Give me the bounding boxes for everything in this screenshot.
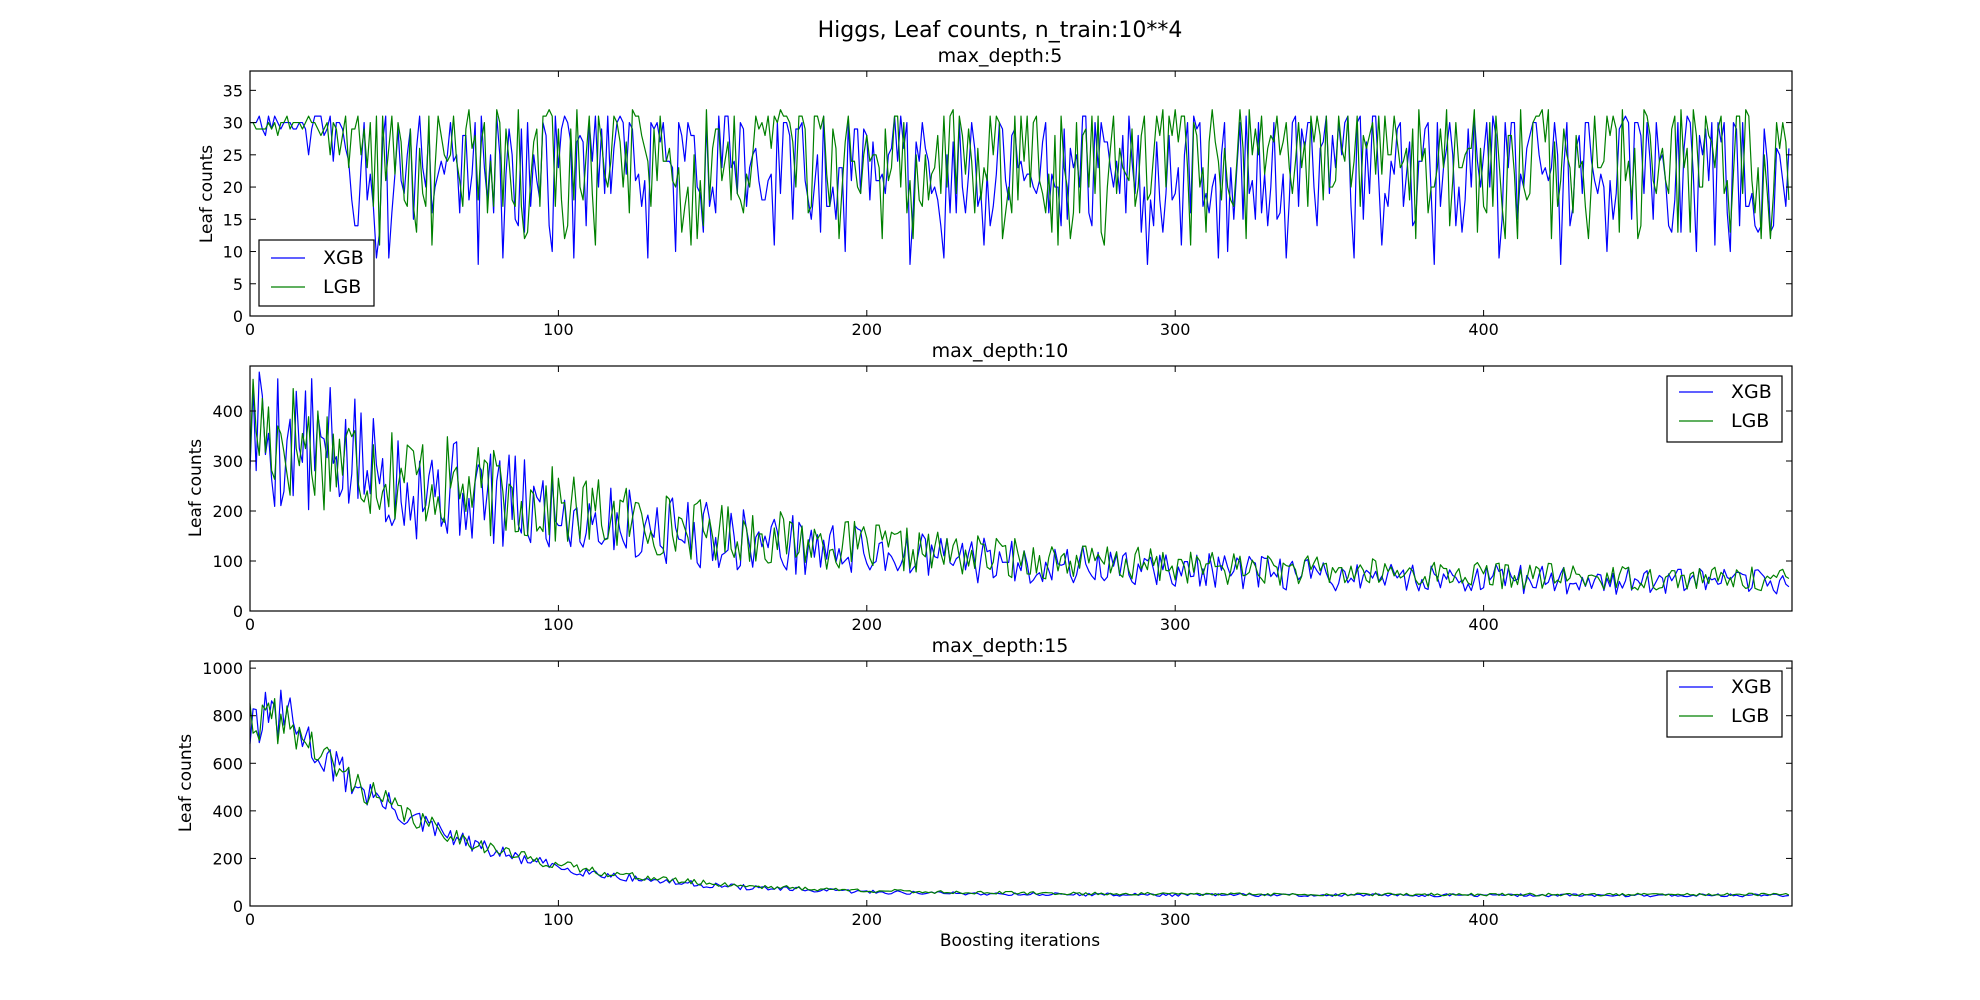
y-tick-label: 20 xyxy=(223,178,243,197)
x-tick-label: 200 xyxy=(852,320,883,339)
legend-xgb-label: XGB xyxy=(323,247,364,269)
legend: XGB LGB xyxy=(1666,375,1783,443)
y-tick-label: 0 xyxy=(233,307,243,326)
y-tick-label: 400 xyxy=(212,802,243,821)
y-tick-label: 800 xyxy=(212,707,243,726)
x-tick-label: 300 xyxy=(1160,615,1191,634)
figure-title: Higgs, Leaf counts, n_train:10**4 xyxy=(818,18,1183,43)
x-tick-label: 400 xyxy=(1468,910,1499,929)
y-tick-label: 300 xyxy=(212,452,243,471)
legend-xgb-label: XGB xyxy=(1731,676,1772,698)
subplot-max-depth-10: max_depth:10 Leaf counts 0 100 200 300 400 0 1… xyxy=(186,340,1793,634)
x-tick-label: 200 xyxy=(852,615,883,634)
y-tick-label: 100 xyxy=(212,552,243,571)
y-axis-label: Leaf counts xyxy=(176,734,196,832)
subplot-title: max_depth:15 xyxy=(932,635,1069,657)
series-line-lgb xyxy=(249,698,1790,897)
x-tick-label: 400 xyxy=(1468,320,1499,339)
y-axis-label: Leaf counts xyxy=(186,439,206,537)
y-tick-label: 600 xyxy=(212,754,243,773)
y-tick-label: 25 xyxy=(223,146,243,165)
subplot-title: max_depth:5 xyxy=(938,45,1063,67)
x-tick-label: 300 xyxy=(1160,910,1191,929)
y-tick-label: 200 xyxy=(212,849,243,868)
legend-box xyxy=(1666,670,1783,738)
x-tick-label: 100 xyxy=(543,910,574,929)
legend-xgb-label: XGB xyxy=(1731,381,1772,403)
legend: XGB LGB xyxy=(258,239,375,307)
legend-lgb-label: LGB xyxy=(323,276,361,298)
plot-frame xyxy=(249,660,1793,907)
legend: XGB LGB xyxy=(1666,670,1783,738)
legend-lgb-label: LGB xyxy=(1731,410,1769,432)
y-tick-label: 10 xyxy=(223,243,243,262)
axis-ticks: 0 100 200 300 400 0 100 200 300 400 xyxy=(212,366,1792,634)
plot-frame xyxy=(249,70,1793,317)
y-tick-label: 1000 xyxy=(202,659,243,678)
subplot-max-depth-5: max_depth:5 Leaf counts 0 100 200 300 400 0 5 1… xyxy=(197,45,1793,339)
series-line-lgb xyxy=(250,109,1790,246)
legend-lgb-label: LGB xyxy=(1731,705,1769,727)
axis-ticks: 0 100 200 300 400 0 200 400 600 800 1000 xyxy=(202,659,1792,929)
y-tick-label: 5 xyxy=(233,275,243,294)
subplot-max-depth-15: max_depth:15 Leaf counts 0 100 200 300 400 0 2… xyxy=(176,635,1793,951)
axis-ticks: 0 100 200 300 400 0 5 10 15 20 25 30 35 xyxy=(223,71,1792,339)
x-tick-label: 400 xyxy=(1468,615,1499,634)
y-axis-label: Leaf counts xyxy=(197,145,217,243)
series-line-xgb xyxy=(250,115,1790,266)
y-tick-label: 400 xyxy=(212,402,243,421)
y-tick-label: 0 xyxy=(233,602,243,621)
x-tick-label: 300 xyxy=(1160,320,1191,339)
y-tick-label: 15 xyxy=(223,210,243,229)
x-tick-label: 0 xyxy=(245,910,255,929)
plot-lines xyxy=(249,371,1790,595)
plot-frame xyxy=(249,365,1793,612)
x-axis-label: Boosting iterations xyxy=(940,931,1100,951)
plot-lines xyxy=(249,689,1790,898)
series-line-xgb xyxy=(249,371,1790,595)
y-tick-label: 200 xyxy=(212,502,243,521)
x-tick-label: 100 xyxy=(543,320,574,339)
y-tick-label: 30 xyxy=(223,114,243,133)
y-tick-label: 0 xyxy=(233,897,243,916)
legend-box xyxy=(1666,375,1783,443)
x-tick-label: 100 xyxy=(543,615,574,634)
series-line-lgb xyxy=(249,378,1790,592)
subplot-title: max_depth:10 xyxy=(932,340,1069,362)
plot-lines xyxy=(250,109,1790,266)
x-tick-label: 200 xyxy=(852,910,883,929)
x-tick-label: 0 xyxy=(245,615,255,634)
x-tick-label: 0 xyxy=(245,320,255,339)
series-line-xgb xyxy=(249,689,1789,898)
y-tick-label: 35 xyxy=(223,81,243,100)
legend-box xyxy=(258,239,375,307)
